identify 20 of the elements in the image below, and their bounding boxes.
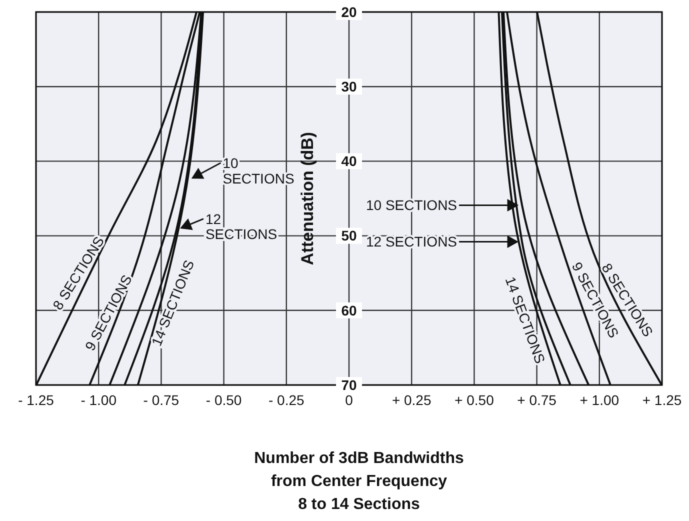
y-tick-label: 70 — [341, 376, 357, 393]
x-tick-label: - 0.75 — [143, 392, 180, 408]
x-tick-label: - 0.50 — [206, 392, 242, 408]
x-tick-label: - 1.00 — [80, 392, 117, 408]
y-tick-label: 60 — [341, 302, 357, 318]
x-tick-label: + 1.00 — [580, 392, 620, 408]
x-tick-label: + 0.25 — [392, 392, 432, 408]
x-tick-label: + 0.50 — [454, 392, 494, 408]
x-axis-title: Number of 3dB Bandwidths from Center Frequency — [254, 450, 464, 490]
x-tick-label: + 0.75 — [517, 392, 557, 408]
y-tick-label: 50 — [341, 228, 357, 244]
text: 8 to 14 Sections — [298, 496, 420, 513]
x-tick-label: - 0.25 — [268, 392, 305, 408]
y-tick-label: 20 — [341, 4, 357, 20]
x-tick-label: + 1.25 — [642, 392, 682, 408]
y-tick-label: 40 — [341, 153, 357, 170]
x-tick-label: - 1.25 — [18, 392, 54, 408]
y-axis-title: Attenuation (dB) — [298, 132, 317, 266]
x-tick-label: 0 — [345, 392, 354, 408]
y-tick-label: 30 — [341, 78, 357, 94]
